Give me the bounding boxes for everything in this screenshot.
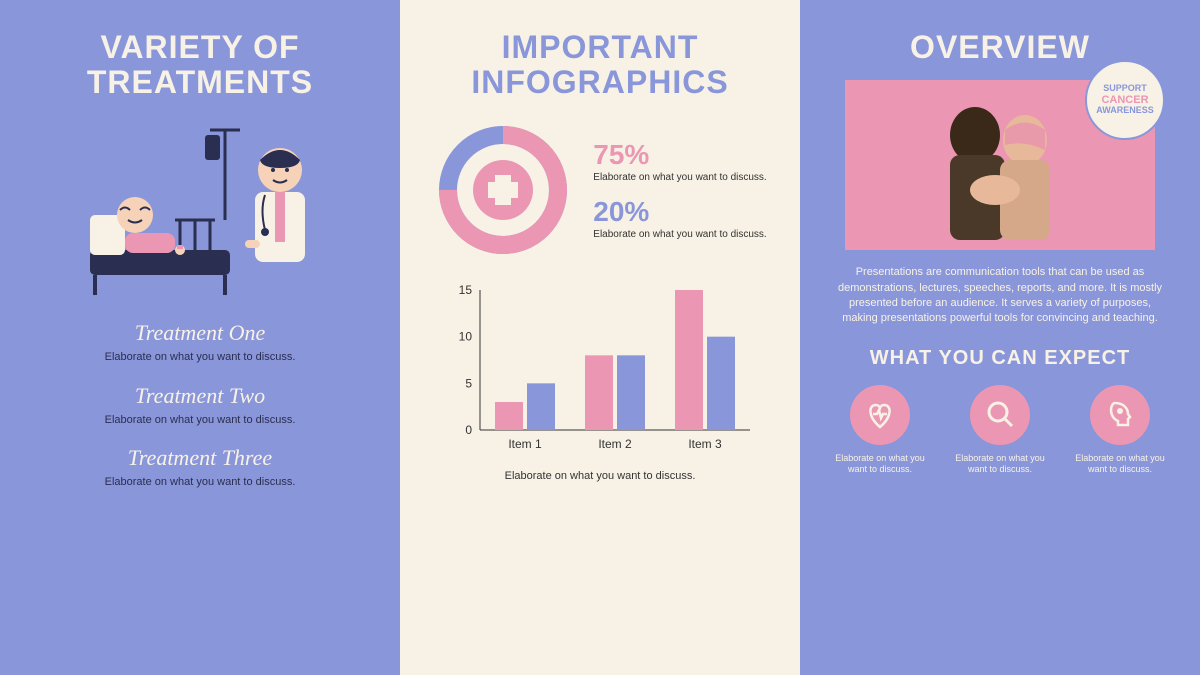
expect-item: Elaborate on what you want to discuss. xyxy=(1070,385,1170,476)
title-treatments: VARIETY OF TREATMENTS xyxy=(25,30,375,100)
treatment-item: Treatment Two Elaborate on what you want… xyxy=(105,383,296,427)
overview-text: Presentations are communication tools th… xyxy=(825,265,1175,327)
treatment-desc: Elaborate on what you want to discuss. xyxy=(105,475,296,489)
panel-treatments: VARIETY OF TREATMENTS xyxy=(0,0,400,675)
treatment-name: Treatment Two xyxy=(105,383,296,409)
title-infographics: IMPORTANT INFOGRAPHICS xyxy=(425,30,775,100)
expect-desc: Elaborate on what you want to discuss. xyxy=(1070,453,1170,476)
head-icon xyxy=(1090,385,1150,445)
svg-text:Item 3: Item 3 xyxy=(688,437,722,451)
expect-item: Elaborate on what you want to discuss. xyxy=(950,385,1050,476)
illustration-doctor-patient xyxy=(70,120,330,300)
svg-text:Item 2: Item 2 xyxy=(598,437,632,451)
stat-item: 20% Elaborate on what you want to discus… xyxy=(593,196,766,241)
treatment-desc: Elaborate on what you want to discuss. xyxy=(105,413,296,427)
stat-value-blue: 20% xyxy=(593,196,766,228)
treatment-name: Treatment One xyxy=(105,320,296,346)
stat-value-pink: 75% xyxy=(593,139,766,171)
donut-section: 75% Elaborate on what you want to discus… xyxy=(433,120,766,260)
expect-row: Elaborate on what you want to discuss. E… xyxy=(830,385,1170,476)
chart-caption: Elaborate on what you want to discuss. xyxy=(505,470,696,482)
title-overview: OVERVIEW xyxy=(910,30,1090,65)
expect-desc: Elaborate on what you want to discuss. xyxy=(830,453,930,476)
treatment-name: Treatment Three xyxy=(105,445,296,471)
search-icon xyxy=(970,385,1030,445)
svg-text:5: 5 xyxy=(465,377,472,391)
expect-desc: Elaborate on what you want to discuss. xyxy=(950,453,1050,476)
heart-icon xyxy=(850,385,910,445)
treatment-item: Treatment Three Elaborate on what you wa… xyxy=(105,445,296,489)
panel-overview: OVERVIEW SUPPORT CANCER AWARENESS Presen… xyxy=(800,0,1200,675)
treatment-item: Treatment One Elaborate on what you want… xyxy=(105,320,296,364)
treatment-desc: Elaborate on what you want to discuss. xyxy=(105,350,296,364)
stat-item: 75% Elaborate on what you want to discus… xyxy=(593,139,766,184)
panel-infographics: IMPORTANT INFOGRAPHICS 75% Elaborate on … xyxy=(400,0,800,675)
svg-text:15: 15 xyxy=(459,283,473,297)
expect-item: Elaborate on what you want to discuss. xyxy=(830,385,930,476)
donut-stats: 75% Elaborate on what you want to discus… xyxy=(593,139,766,241)
svg-text:10: 10 xyxy=(459,330,473,344)
overview-image: SUPPORT CANCER AWARENESS xyxy=(845,80,1155,250)
stat-desc: Elaborate on what you want to discuss. xyxy=(593,171,766,184)
badge-awareness: SUPPORT CANCER AWARENESS xyxy=(1085,60,1165,140)
svg-text:Item 1: Item 1 xyxy=(508,437,542,451)
treatments-list: Treatment One Elaborate on what you want… xyxy=(105,320,296,507)
badge-line: AWARENESS xyxy=(1096,106,1154,116)
badge-line: SUPPORT xyxy=(1103,84,1147,94)
subtitle-expect: WHAT YOU CAN EXPECT xyxy=(870,347,1131,370)
donut-chart xyxy=(433,120,573,260)
stat-desc: Elaborate on what you want to discuss. xyxy=(593,228,766,241)
svg-text:0: 0 xyxy=(465,423,472,437)
bar-chart: 0 5 10 15 Item 1 Item 2 Item 3 xyxy=(440,280,760,460)
